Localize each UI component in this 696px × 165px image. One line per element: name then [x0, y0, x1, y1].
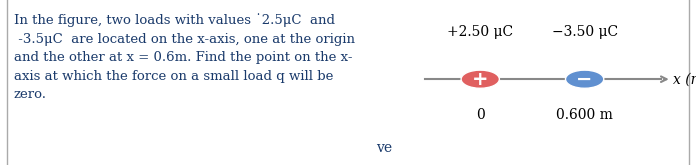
Text: −: − [576, 70, 593, 89]
Text: +: + [472, 70, 489, 89]
Text: In the figure, two loads with values ˙2.5μC  and
 -3.5μC  are located on the x-a: In the figure, two loads with values ˙2.… [14, 13, 355, 101]
Circle shape [461, 70, 500, 88]
Text: −3.50 μC: −3.50 μC [551, 25, 618, 39]
Circle shape [565, 70, 603, 88]
Text: 0.600 m: 0.600 m [556, 108, 613, 122]
Text: +2.50 μC: +2.50 μC [447, 25, 514, 39]
Text: ve: ve [376, 141, 392, 155]
Text: x (m): x (m) [674, 72, 696, 86]
Text: 0: 0 [476, 108, 484, 122]
